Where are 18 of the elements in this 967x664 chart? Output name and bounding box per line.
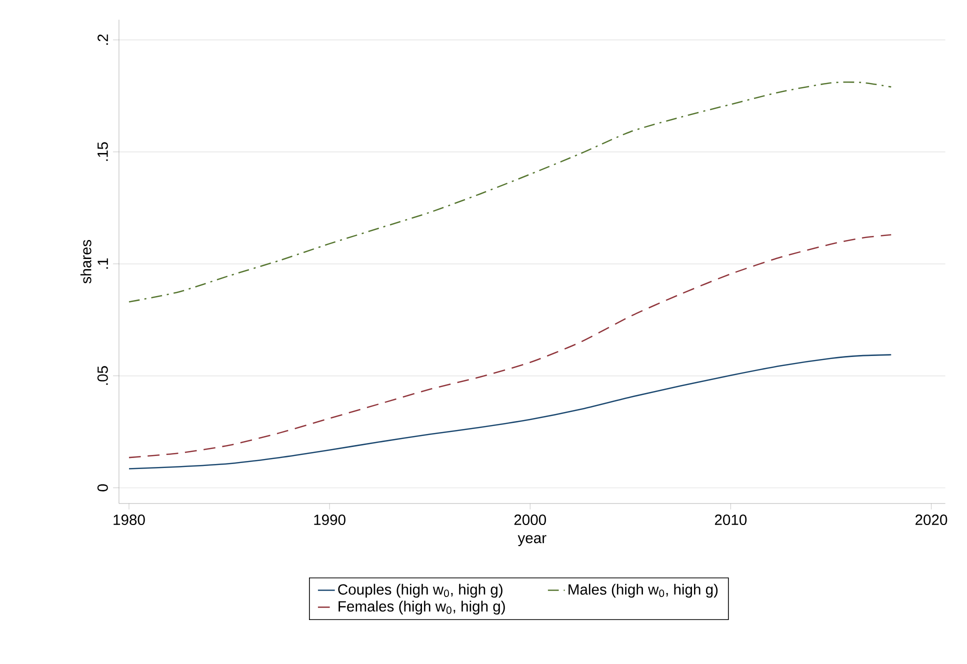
line-series — [128, 354, 892, 470]
y-tick-label: .2 — [98, 34, 108, 45]
y-axis-title: shares — [80, 240, 92, 284]
y-tick-label: .05 — [97, 366, 108, 385]
x-tick-label: 1980 — [114, 514, 145, 525]
x-axis-title: year — [518, 534, 546, 546]
y-tick-label: .1 — [98, 258, 108, 268]
y-tick-label: 0 — [97, 484, 108, 492]
legend-label: Females (high w$_{0}$, high g) — [338, 600, 505, 614]
x-tick-label: 1990 — [314, 514, 346, 525]
legend-label: Couples (high w$_{0}$, high g) — [338, 584, 502, 598]
line-series — [128, 81, 892, 302]
x-tick-label: 2010 — [714, 514, 747, 525]
line-series — [128, 234, 892, 458]
legend-label: Males (high w$_{0}$, high g) — [568, 584, 718, 598]
x-tick-label: 2020 — [916, 514, 948, 525]
y-tick-label: .15 — [98, 142, 108, 161]
x-tick-label: 2000 — [514, 514, 546, 525]
